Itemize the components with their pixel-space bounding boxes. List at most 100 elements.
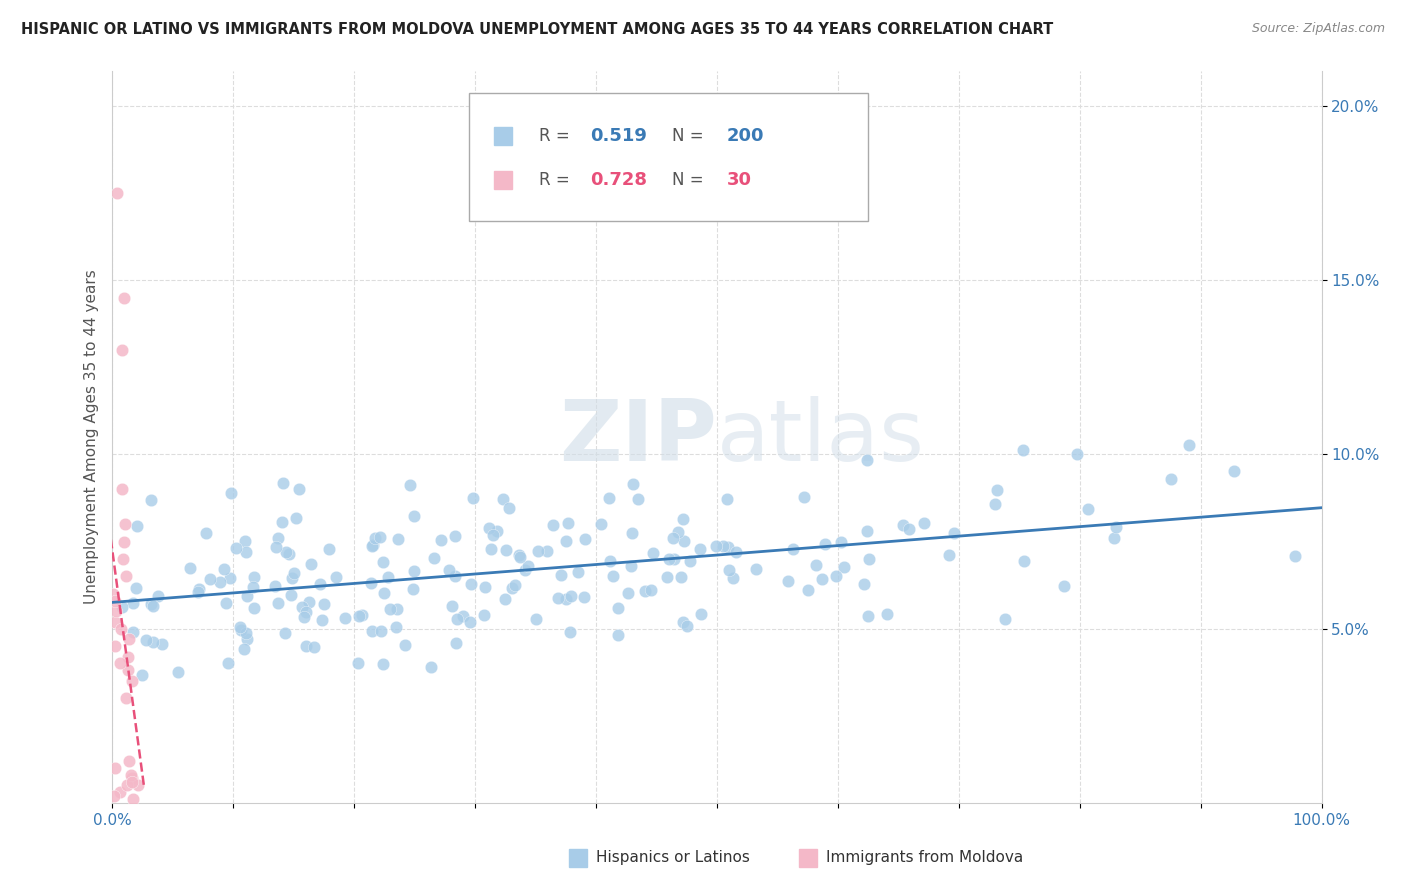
Point	[745, 562, 768, 576]
Point	[876, 607, 898, 622]
Point	[233, 533, 256, 548]
Point	[103, 789, 125, 803]
Point	[387, 533, 409, 547]
Text: Source: ZipAtlas.com: Source: ZipAtlas.com	[1251, 22, 1385, 36]
Point	[150, 637, 173, 651]
Point	[717, 564, 740, 578]
Point	[643, 546, 665, 560]
Point	[122, 596, 145, 610]
Point	[672, 615, 695, 629]
Point	[235, 589, 257, 603]
Point	[572, 591, 595, 605]
Point	[669, 570, 692, 584]
Point	[108, 657, 131, 671]
Point	[232, 642, 254, 657]
Point	[361, 624, 384, 639]
Point	[225, 541, 247, 556]
Point	[111, 483, 134, 497]
Point	[492, 491, 515, 506]
Point	[621, 477, 644, 491]
Point	[1077, 501, 1099, 516]
Point	[118, 632, 141, 646]
Point	[274, 625, 297, 640]
Point	[264, 541, 287, 555]
Point	[444, 528, 467, 542]
Point	[1105, 520, 1128, 534]
Point	[498, 500, 520, 515]
Point	[267, 531, 290, 545]
Point	[278, 547, 301, 561]
Point	[187, 585, 209, 599]
Point	[288, 482, 311, 496]
Point	[994, 612, 1017, 626]
Point	[121, 673, 143, 688]
Point	[378, 602, 401, 616]
Text: R =: R =	[540, 170, 575, 188]
Point	[912, 516, 935, 530]
Point	[711, 539, 734, 553]
Point	[501, 581, 523, 595]
Point	[814, 537, 837, 551]
Point	[599, 554, 621, 568]
Point	[673, 534, 696, 549]
Point	[527, 544, 550, 558]
Point	[627, 491, 650, 506]
Point	[373, 586, 395, 600]
Point	[242, 580, 264, 594]
Point	[439, 562, 461, 576]
Point	[505, 578, 527, 592]
Point	[550, 567, 572, 582]
Point	[658, 552, 681, 566]
Point	[891, 517, 914, 532]
Point	[796, 582, 818, 597]
Point	[655, 570, 678, 584]
Point	[474, 580, 496, 594]
Point	[127, 778, 149, 792]
Point	[347, 656, 370, 670]
Point	[110, 785, 132, 799]
Text: HISPANIC OR LATINO VS IMMIGRANTS FROM MOLDOVA UNEMPLOYMENT AMONG AGES 35 TO 44 Y: HISPANIC OR LATINO VS IMMIGRANTS FROM MO…	[21, 22, 1053, 37]
Point	[776, 574, 799, 588]
Point	[314, 597, 336, 611]
Point	[810, 572, 832, 586]
Point	[142, 599, 165, 614]
Point	[103, 761, 125, 775]
Point	[1222, 464, 1244, 478]
Point	[516, 559, 538, 574]
Point	[112, 291, 135, 305]
Point	[554, 591, 576, 606]
Text: 0.728: 0.728	[591, 170, 647, 188]
Point	[115, 691, 138, 706]
Point	[607, 628, 630, 642]
Point	[101, 587, 124, 601]
Point	[298, 595, 321, 609]
Point	[110, 622, 132, 636]
Point	[495, 542, 517, 557]
Point	[360, 539, 382, 553]
Point	[198, 572, 221, 586]
Point	[309, 577, 332, 591]
Point	[243, 600, 266, 615]
Point	[228, 620, 250, 634]
Point	[280, 588, 302, 602]
Point	[141, 597, 163, 611]
Point	[218, 571, 240, 585]
Point	[706, 539, 728, 553]
Point	[368, 530, 391, 544]
Point	[458, 615, 481, 630]
Point	[574, 532, 596, 546]
Point	[235, 545, 257, 559]
Point	[1012, 554, 1035, 568]
Point	[560, 589, 582, 603]
Text: 30: 30	[727, 170, 752, 188]
Point	[666, 524, 689, 539]
Point	[793, 490, 815, 504]
Point	[115, 778, 138, 792]
Point	[943, 525, 966, 540]
Point	[281, 571, 304, 585]
Point	[620, 559, 643, 574]
Point	[679, 554, 702, 568]
Point	[103, 615, 125, 629]
Point	[402, 565, 425, 579]
Point	[370, 624, 392, 639]
